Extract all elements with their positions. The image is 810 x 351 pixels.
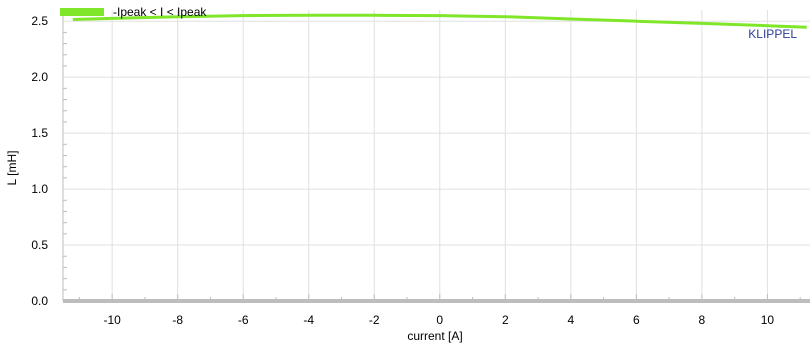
y-tick-label: 0.5 bbox=[31, 238, 48, 252]
x-tick-label: -6 bbox=[238, 313, 249, 327]
x-tick-label: 0 bbox=[436, 313, 443, 327]
legend-swatch bbox=[60, 8, 104, 16]
x-tick-label: -2 bbox=[369, 313, 380, 327]
series-lines bbox=[72, 13, 807, 29]
x-tick-label: 6 bbox=[633, 313, 640, 327]
y-axis-label: L [mH] bbox=[5, 151, 19, 186]
x-tick-label: 8 bbox=[699, 313, 706, 327]
y-axis: 0.0 0.5 1.0 1.5 2.0 2.5 bbox=[31, 10, 67, 308]
klippel-watermark: KLIPPEL bbox=[748, 27, 797, 41]
x-axis: -10 -8 -6 -4 -2 0 2 4 6 8 10 bbox=[63, 294, 810, 327]
x-tick-label: -4 bbox=[303, 313, 314, 327]
series-line bbox=[72, 13, 807, 29]
x-tick-label: 10 bbox=[761, 313, 775, 327]
legend-label: -Ipeak < I < Ipeak bbox=[113, 5, 207, 19]
x-tick-label: -10 bbox=[103, 313, 121, 327]
legend: -Ipeak < I < Ipeak bbox=[60, 5, 207, 19]
x-tick-label: 2 bbox=[502, 313, 509, 327]
x-tick-label: -8 bbox=[172, 313, 183, 327]
y-tick-label: 2.5 bbox=[31, 14, 48, 28]
y-tick-label: 1.0 bbox=[31, 182, 48, 196]
y-tick-label: 0.0 bbox=[31, 294, 48, 308]
x-axis-label: current [A] bbox=[407, 329, 462, 343]
y-tick-label: 1.5 bbox=[31, 126, 48, 140]
y-tick-label: 2.0 bbox=[31, 70, 48, 84]
grid bbox=[63, 10, 810, 301]
x-tick-label: 4 bbox=[567, 313, 574, 327]
